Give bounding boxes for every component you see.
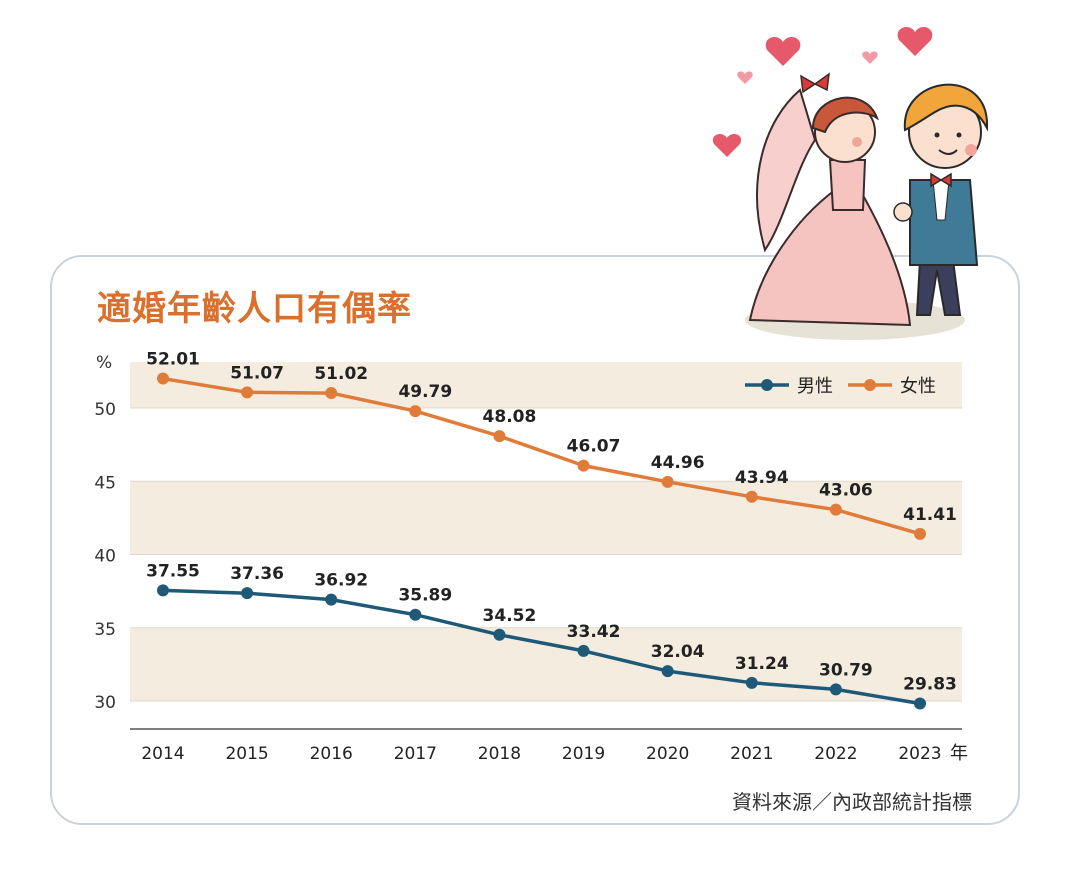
series-line-女性: [162, 376, 921, 536]
data-label: 29.83: [903, 674, 957, 694]
legend-marker: [864, 379, 876, 391]
bride-torso: [828, 159, 867, 211]
groom-hair: [903, 83, 989, 132]
data-point: [409, 405, 422, 418]
data-label: 30.79: [819, 660, 873, 680]
x-unit-label: 年: [950, 743, 968, 764]
groom-smile: [938, 149, 958, 155]
groom-cheek: [965, 144, 977, 156]
x-tick-label: 2023: [898, 744, 941, 764]
bride-cheek: [852, 137, 862, 147]
x-tick-label: 2017: [394, 744, 437, 764]
x-tick-label: 2018: [478, 744, 521, 764]
y-tick-label: 35: [94, 620, 116, 640]
data-label: 33.42: [567, 622, 621, 642]
data-point: [493, 628, 506, 641]
data-label: 32.04: [651, 642, 705, 662]
y-tick-label: 40: [94, 547, 116, 567]
groom-bowtie: [930, 172, 952, 188]
bride-veil: [756, 88, 817, 253]
groom-eye: [956, 132, 962, 138]
data-label: 52.01: [146, 350, 200, 370]
x-tick-label: 2014: [141, 744, 184, 764]
data-label: 43.06: [819, 481, 873, 501]
data-point: [829, 683, 842, 696]
heart-icon: [765, 36, 801, 66]
x-tick-label: 2016: [310, 744, 353, 764]
bride-hair: [811, 96, 879, 134]
data-label: 49.79: [398, 382, 452, 402]
data-point: [157, 584, 169, 597]
y-tick-label: 30: [94, 693, 116, 713]
data-point: [745, 676, 758, 689]
wedding-couple-illustration: [712, 26, 989, 340]
data-point: [493, 430, 506, 443]
data-point: [661, 475, 674, 488]
bride-bow: [800, 72, 830, 94]
data-point: [829, 503, 842, 516]
heart-icon: [862, 51, 878, 64]
data-label: 43.94: [735, 468, 789, 488]
data-point: [577, 644, 590, 657]
grid-band: [130, 481, 962, 555]
hands: [893, 202, 913, 222]
data-point: [157, 372, 169, 385]
y-unit-label: %: [96, 353, 112, 373]
data-label: 37.36: [230, 564, 284, 584]
bride-dress: [748, 189, 912, 327]
data-point: [325, 387, 338, 400]
legend-label: 女性: [900, 376, 936, 397]
data-label: 34.52: [483, 606, 537, 626]
x-tick-label: 2019: [562, 744, 605, 764]
data-label: 35.89: [398, 586, 452, 606]
data-point: [577, 459, 590, 472]
groom-legs: [915, 259, 962, 316]
data-label: 46.07: [567, 437, 621, 457]
groom-eye: [934, 132, 940, 138]
data-label: 37.55: [146, 561, 200, 581]
heart-icon: [737, 71, 753, 84]
data-label: 41.41: [903, 505, 957, 525]
data-point: [661, 665, 674, 678]
data-point: [914, 697, 926, 710]
data-point: [241, 587, 254, 600]
series-line-男性: [162, 588, 921, 706]
source-note: 資料來源／內政部統計指標: [732, 790, 972, 814]
data-label: 48.08: [483, 407, 537, 427]
data-label: 51.07: [230, 363, 284, 383]
data-label: 36.92: [314, 571, 368, 591]
y-tick-label: 45: [94, 473, 116, 493]
x-tick-label: 2015: [225, 744, 268, 764]
data-label: 31.24: [735, 654, 789, 674]
heart-icon: [897, 26, 933, 56]
data-point: [409, 608, 422, 621]
grid-band: [130, 362, 962, 408]
data-point: [745, 490, 758, 503]
y-tick-label: 50: [94, 400, 116, 420]
data-point: [241, 386, 254, 399]
data-label: 44.96: [651, 453, 705, 473]
data-point: [914, 527, 926, 540]
data-point: [325, 593, 338, 606]
x-tick-label: 2020: [646, 744, 689, 764]
legend-label: 男性: [797, 376, 833, 397]
x-tick-label: 2021: [730, 744, 773, 764]
legend-marker: [761, 379, 773, 391]
x-tick-label: 2022: [814, 744, 857, 764]
data-label: 51.02: [314, 364, 368, 384]
heart-icon: [712, 133, 742, 157]
chart-title: 適婚年齡人口有偶率: [97, 289, 412, 329]
